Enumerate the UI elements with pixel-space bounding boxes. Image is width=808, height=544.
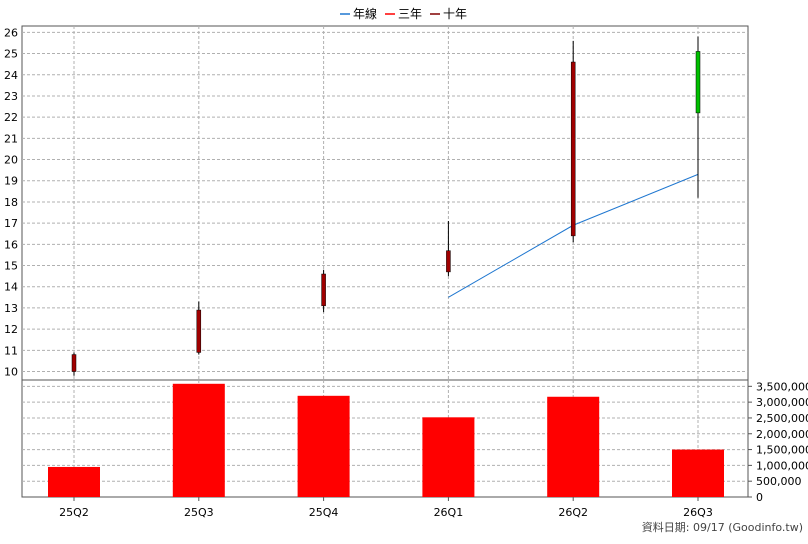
- legend-label: 三年: [398, 7, 422, 21]
- price-tick-label: 22: [4, 111, 18, 124]
- volume-frame: [21, 379, 749, 498]
- legend-label: 十年: [443, 7, 467, 21]
- candle-body: [570, 61, 576, 237]
- candle-body: [446, 250, 451, 273]
- candle-body: [321, 273, 326, 307]
- price-tick-label: 14: [4, 281, 18, 294]
- x-tick-label: 26Q3: [683, 506, 713, 519]
- volume-bar: [547, 396, 600, 497]
- volume-tick-label: 1,500,000: [756, 444, 808, 457]
- price-frame: [21, 25, 749, 381]
- x-tick-label: 25Q2: [59, 506, 89, 519]
- volume-bar: [672, 449, 724, 497]
- volume-tick-label: 1,000,000: [756, 459, 808, 472]
- price-panel: 10 11 12 13 14 15 16 17 18 19 20 21 22 23 24 25 26: [4, 25, 749, 381]
- x-tick-label: 25Q3: [184, 506, 214, 519]
- price-tick-label: 25: [4, 48, 18, 61]
- price-tick-label: 11: [4, 344, 18, 357]
- price-tick-label: 15: [4, 260, 18, 273]
- candle-body: [695, 51, 701, 114]
- price-tick-label: 26: [4, 26, 18, 39]
- price-tick-label: 10: [4, 366, 18, 379]
- legend: 年線 三年 十年: [340, 6, 467, 21]
- volume-tick-label: 0: [756, 491, 763, 504]
- source-footer: 資料日期: 09/17 (Goodinfo.tw): [642, 520, 803, 534]
- price-tick-label: 17: [4, 217, 18, 230]
- price-tick-label: 21: [4, 132, 18, 145]
- volume-bar: [297, 395, 350, 497]
- volume-tick-label: 2,000,000: [756, 428, 808, 441]
- price-tick-label: 18: [4, 196, 18, 209]
- volume-tick-label: 3,500,000: [756, 380, 808, 393]
- price-tick-label: 24: [4, 69, 18, 82]
- volume-tick-label: 500,000: [756, 475, 802, 488]
- price-tick-label: 16: [4, 238, 18, 251]
- candle-body: [71, 354, 77, 372]
- volume-panel: 0 500,000 1,000,000 1,500,000 2,000,000 2,500…: [21, 379, 808, 504]
- candle-body: [196, 309, 202, 353]
- legend-label: 年線: [353, 6, 377, 21]
- volume-tick-label: 2,500,000: [756, 412, 808, 425]
- price-tick-label: 23: [4, 90, 18, 103]
- price-tick-label: 19: [4, 175, 18, 188]
- volume-bar: [48, 466, 100, 497]
- x-tick-label: 26Q1: [434, 506, 464, 519]
- volume-bar: [422, 417, 475, 497]
- volume-tick-label: 3,000,000: [756, 396, 808, 409]
- price-tick-label: 20: [4, 154, 18, 167]
- price-tick-label: 13: [4, 302, 18, 315]
- volume-bar: [172, 383, 225, 497]
- x-tick-label: 26Q2: [558, 506, 588, 519]
- x-tick-label: 25Q4: [309, 506, 339, 519]
- x-axis: 25Q2 25Q3 25Q4 26Q1 26Q2 26Q3: [59, 497, 713, 519]
- price-tick-label: 12: [4, 323, 18, 336]
